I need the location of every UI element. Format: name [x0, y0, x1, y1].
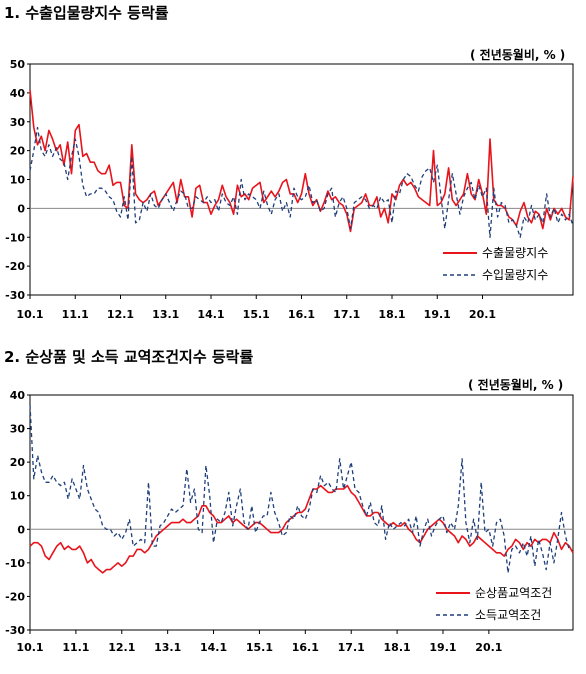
y-tick-label: 10	[10, 490, 26, 503]
legend-label-import-volume: 수입물량지수	[482, 268, 548, 282]
chart-2-plot-frame	[29, 394, 574, 631]
x-tick-label: 17.1	[333, 308, 360, 321]
x-tick-label: 13.1	[154, 641, 181, 654]
x-tick-label: 14.1	[200, 641, 227, 654]
x-tick-label: 15.1	[243, 308, 270, 321]
x-tick-label: 16.1	[288, 308, 315, 321]
chart-1-title: 1. 수출입물량지수 등락률	[4, 4, 169, 22]
x-tick-label: 11.1	[62, 308, 89, 321]
chart-1-export-import-volume: -30 -20 -10 0 10 20 30 40 50 10.1 11.1 12.1 13.1 14.1…	[5, 58, 574, 321]
chart-2-legend: 순상품교역조건 소득교역조건	[436, 586, 552, 622]
chart-2-series-solid-line	[29, 484, 574, 574]
y-tick-label: 40	[10, 87, 26, 100]
legend-label-export-volume: 수출물량지수	[482, 246, 548, 260]
y-tick-label: 30	[10, 423, 26, 436]
x-tick-label: 18.1	[378, 308, 405, 321]
x-tick-label: 14.1	[197, 308, 224, 321]
y-tick-label: 0	[17, 202, 25, 215]
x-tick-label: 17.1	[338, 641, 365, 654]
x-tick-label: 13.1	[152, 308, 179, 321]
chart-2-series-dashed-line	[29, 405, 570, 574]
y-tick-label: 20	[10, 145, 26, 158]
x-tick-label: 10.1	[16, 308, 43, 321]
chart-1-series-dashed-line	[29, 126, 574, 238]
y-tick-label: -30	[5, 624, 25, 637]
legend-label-net-barter-tot: 순상품교역조건	[475, 586, 552, 600]
x-tick-label: 19.1	[424, 308, 451, 321]
y-tick-label: 0	[17, 523, 25, 536]
y-tick-label: -10	[5, 557, 25, 570]
y-tick-label: -10	[5, 231, 25, 244]
x-tick-label: 15.1	[246, 641, 273, 654]
y-tick-label: 30	[10, 116, 26, 129]
y-tick-label: 20	[10, 456, 26, 469]
x-tick-label: 16.1	[292, 641, 319, 654]
y-tick-label: -20	[5, 260, 25, 273]
chart-1-unit-label: ( 전년동월비, % )	[470, 48, 566, 62]
x-tick-label: 20.1	[469, 308, 496, 321]
chart-1-series-solid-line	[29, 89, 574, 233]
x-tick-label: 18.1	[384, 641, 411, 654]
x-tick-label: 19.1	[429, 641, 456, 654]
y-tick-label: 10	[10, 174, 26, 187]
chart-2-unit-label: ( 전년동월비, % )	[468, 378, 564, 392]
x-tick-label: 20.1	[475, 641, 502, 654]
y-tick-label: -20	[5, 590, 25, 603]
chart-2-title: 2. 순상품 및 소득 교역조건지수 등락률	[4, 348, 254, 366]
x-tick-label: 11.1	[62, 641, 89, 654]
legend-label-income-tot: 소득교역조건	[475, 608, 541, 622]
chart-1-legend: 수출물량지수 수입물량지수	[443, 246, 548, 282]
y-tick-label: 40	[10, 389, 26, 402]
x-tick-label: 12.1	[108, 641, 135, 654]
x-tick-label: 12.1	[107, 308, 134, 321]
x-tick-label: 10.1	[16, 641, 43, 654]
y-tick-label: 50	[10, 58, 26, 71]
y-tick-label: -30	[5, 289, 25, 302]
